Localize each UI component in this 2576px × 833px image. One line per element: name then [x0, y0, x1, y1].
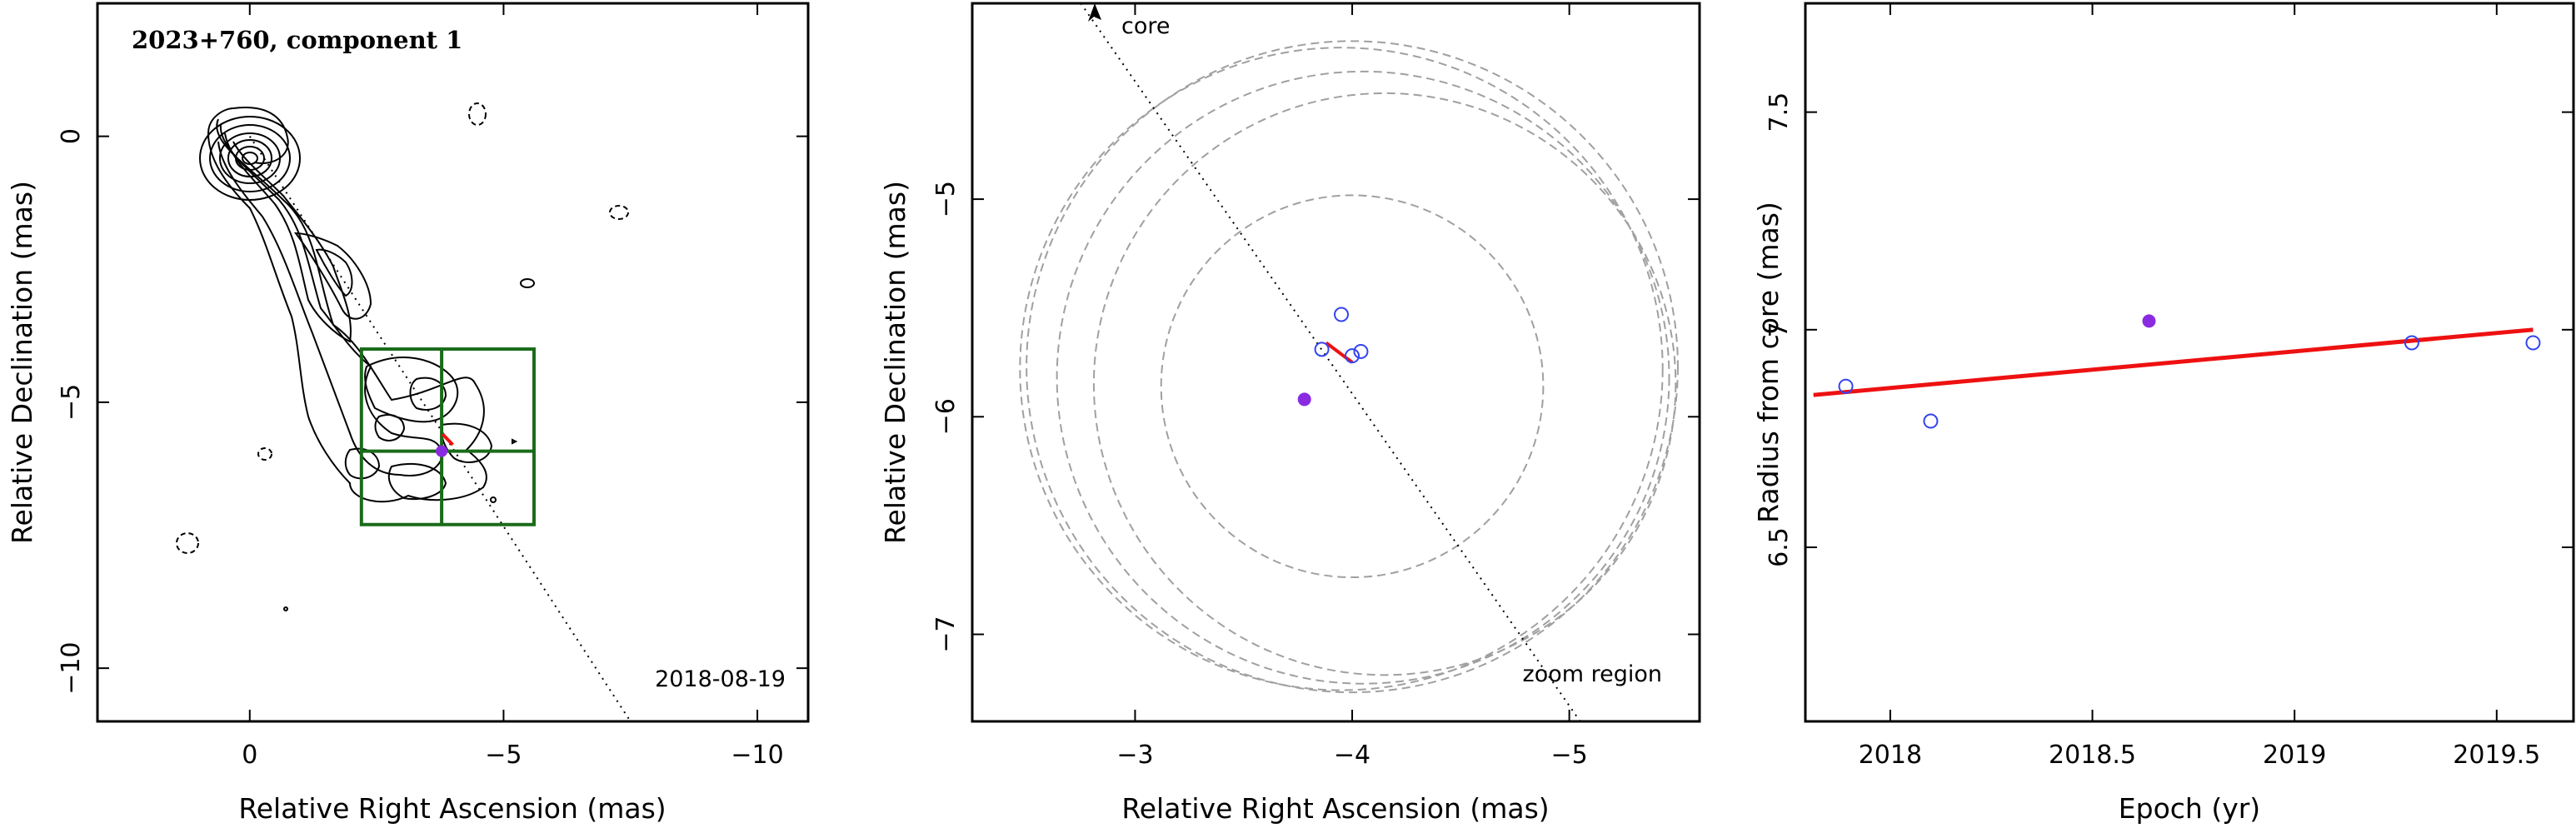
epoch-point	[1314, 342, 1330, 357]
component-marker	[436, 445, 448, 457]
middle-x-axis-title: Relative Right Ascension (mas)	[1121, 792, 1549, 825]
left-plot-frame	[96, 2, 810, 723]
zoom-box	[359, 347, 536, 526]
zoom-region-label: zoom region	[1523, 661, 1662, 687]
negative-contour-3	[257, 447, 272, 461]
right-ytick-label: 6.5	[1765, 527, 1794, 567]
error-circles	[1019, 40, 1679, 694]
contour-4	[293, 232, 372, 320]
epoch-points	[1314, 307, 1369, 364]
middle-panel: −3 −4 −5 −5 −6 −7 core zoom region Relative R…	[879, 2, 1701, 825]
negative-contours	[176, 102, 629, 554]
contour-map	[199, 107, 535, 611]
left-y-axis-title: Relative Declination (mas)	[6, 181, 38, 544]
right-xtick-label: 2018.5	[2049, 741, 2136, 770]
contour-blob-b	[409, 377, 447, 411]
error-circle	[1019, 47, 1664, 691]
filled-radius-marker	[2142, 314, 2156, 328]
negative-contour-2	[609, 205, 629, 220]
right-xtick-label: 2018	[1859, 741, 1922, 770]
error-circle	[1160, 194, 1545, 579]
fit-line	[1813, 327, 2534, 397]
core-contour-6	[242, 152, 258, 165]
left-ytick-label: −5	[57, 384, 86, 421]
core-arrow-icon	[1088, 3, 1101, 22]
contour-blob-f	[387, 463, 447, 500]
contour-small-3	[512, 438, 518, 445]
right-x-axis-title: Epoch (yr)	[2119, 792, 2260, 825]
contour-blob-a	[364, 357, 459, 423]
right-ytick-label: 7.5	[1765, 92, 1794, 132]
epoch-point	[1345, 348, 1360, 364]
left-xtick-label: −5	[485, 741, 522, 770]
left-panel-title: 2023+760, component 1	[132, 26, 462, 54]
negative-contour-1	[468, 102, 487, 126]
left-xtick-label: −10	[731, 741, 783, 770]
left-axis-ticks: 0 −5 −10 0 −5 −10	[57, 3, 808, 770]
middle-y-axis-title: Relative Declination (mas)	[879, 181, 911, 544]
core-contour-2	[209, 124, 291, 192]
right-y-axis-title: Radius from core (mas)	[1752, 202, 1785, 523]
core-contour-3	[219, 132, 281, 184]
right-xtick-label: 2019.5	[2453, 741, 2540, 770]
middle-ytick-label: −5	[931, 181, 961, 217]
component-fit-segment	[441, 432, 454, 446]
left-panel-date: 2018-08-19	[655, 666, 786, 692]
left-x-axis-title: Relative Right Ascension (mas)	[238, 792, 666, 825]
core-contour-5	[235, 146, 265, 171]
left-ytick-label: −10	[57, 641, 86, 694]
negative-contour-4	[176, 532, 199, 554]
contour-small-4	[520, 278, 535, 288]
right-axis-ticks: 2018 2018.5 2019 2019.5 6.5 7 7.5	[1765, 3, 2574, 770]
contour-5	[315, 248, 353, 297]
core-contour-1	[199, 116, 301, 201]
left-ytick-label: 0	[57, 128, 86, 144]
middle-xtick-label: −5	[1551, 741, 1588, 770]
middle-xtick-label: −4	[1334, 741, 1370, 770]
epoch-point	[1353, 343, 1369, 359]
left-panel: 0 −5 −10 0 −5 −10	[6, 2, 810, 825]
filled-epoch-marker	[1297, 392, 1311, 407]
contour-outer	[207, 107, 487, 503]
core-label: core	[1121, 13, 1170, 39]
contour-small-2	[283, 606, 288, 611]
contour-small-1	[490, 496, 497, 503]
radius-point	[1923, 413, 1939, 429]
error-circle	[1026, 40, 1679, 694]
contour-blob-d	[440, 422, 493, 463]
middle-plot-frame	[971, 2, 1701, 723]
middle-xtick-label: −3	[1116, 741, 1153, 770]
radius-point	[1838, 378, 1854, 394]
right-ytick-label: 7	[1765, 322, 1794, 337]
core-contour-4	[227, 139, 272, 177]
right-xtick-label: 2019	[2263, 741, 2326, 770]
middle-ytick-label: −6	[931, 398, 961, 435]
error-circle	[1056, 70, 1670, 685]
radius-points	[1838, 335, 2541, 429]
contour-3	[224, 132, 352, 343]
error-circle	[1092, 92, 1677, 676]
right-panel: 2018 2018.5 2019 2019.5 6.5 7 7.5 Epoch (yr) R…	[1752, 2, 2575, 825]
fit-segment	[1325, 341, 1354, 364]
left-xtick-label: 0	[242, 741, 257, 770]
contour-blob-c	[374, 414, 406, 441]
epoch-point	[1334, 307, 1350, 322]
core-direction-line	[1080, 3, 1581, 721]
middle-ytick-label: −7	[931, 616, 961, 652]
radius-point	[2404, 335, 2419, 351]
radius-point	[2525, 335, 2541, 351]
middle-axis-ticks: −3 −4 −5 −5 −6 −7	[931, 3, 1700, 770]
right-plot-frame	[1804, 2, 2575, 723]
